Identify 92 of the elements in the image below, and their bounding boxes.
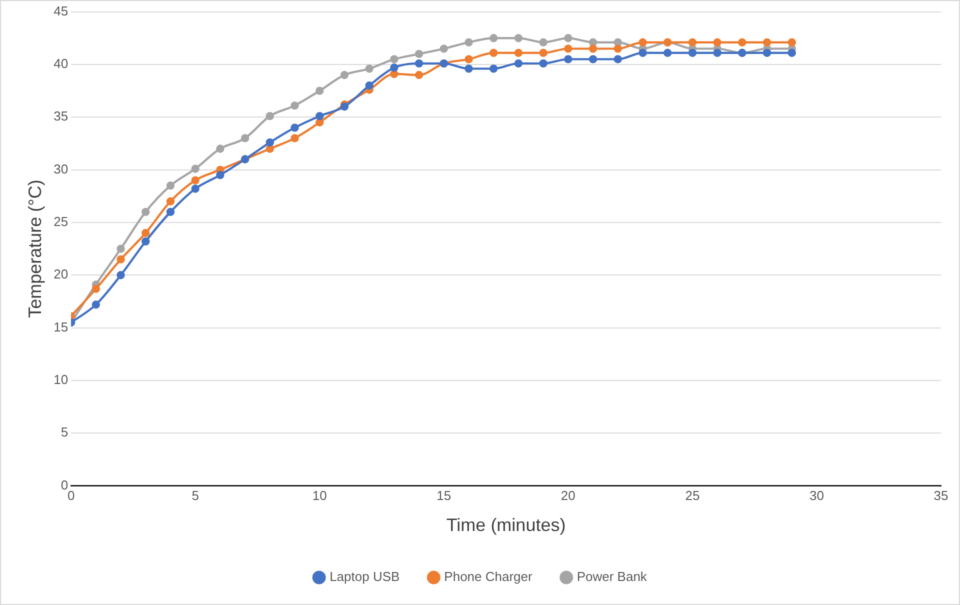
point bbox=[92, 284, 100, 293]
point bbox=[713, 48, 722, 57]
point bbox=[414, 70, 424, 80]
point bbox=[788, 38, 796, 46]
legend-label: Phone Charger bbox=[444, 569, 534, 584]
y-tick-label: 10 bbox=[54, 372, 68, 388]
point bbox=[365, 64, 374, 73]
point bbox=[340, 102, 349, 111]
point bbox=[142, 228, 150, 238]
point bbox=[116, 255, 125, 264]
point bbox=[414, 50, 424, 58]
point bbox=[614, 44, 622, 53]
x-tick-label: 10 bbox=[312, 488, 327, 504]
point bbox=[588, 55, 598, 64]
point bbox=[688, 48, 697, 57]
point bbox=[290, 134, 299, 142]
point bbox=[564, 55, 572, 64]
point bbox=[588, 44, 598, 53]
point bbox=[142, 237, 150, 246]
point bbox=[166, 182, 175, 190]
point bbox=[390, 55, 398, 64]
point bbox=[564, 34, 572, 42]
point bbox=[514, 34, 523, 42]
point bbox=[588, 38, 598, 46]
y-tick-label: 20 bbox=[54, 266, 68, 282]
point bbox=[316, 118, 324, 126]
point bbox=[490, 64, 498, 73]
x-tick-label: 15 bbox=[436, 488, 452, 504]
point bbox=[464, 55, 473, 64]
point bbox=[116, 244, 125, 253]
point bbox=[614, 55, 622, 64]
point bbox=[539, 48, 548, 57]
point bbox=[663, 48, 672, 57]
point bbox=[266, 112, 274, 120]
point bbox=[713, 38, 722, 46]
x-tick-label: 35 bbox=[934, 488, 948, 504]
point bbox=[688, 38, 697, 46]
x-axis-title: Time (minutes) bbox=[446, 515, 566, 536]
point bbox=[414, 59, 424, 68]
point bbox=[490, 48, 498, 57]
y-tick-label: 35 bbox=[54, 108, 68, 124]
point bbox=[738, 38, 746, 46]
point bbox=[216, 144, 224, 153]
x-tick-label: 30 bbox=[809, 488, 824, 504]
point bbox=[365, 81, 374, 90]
y-tick-label: 5 bbox=[60, 424, 68, 440]
x-tick-label: 25 bbox=[685, 488, 700, 504]
point bbox=[266, 144, 274, 153]
point bbox=[464, 64, 473, 73]
y-tick-label: 40 bbox=[54, 56, 68, 72]
point bbox=[514, 48, 523, 57]
point bbox=[316, 112, 324, 120]
point bbox=[539, 59, 548, 68]
point bbox=[266, 138, 274, 147]
point bbox=[166, 208, 175, 216]
point bbox=[539, 38, 548, 46]
y-axis-title: Temperature (°C) bbox=[24, 180, 45, 318]
point bbox=[92, 300, 100, 309]
point bbox=[638, 38, 647, 46]
point bbox=[240, 134, 250, 142]
point bbox=[638, 48, 647, 57]
point bbox=[191, 184, 200, 193]
y-tick-label: 15 bbox=[54, 319, 68, 334]
y-tick-label: 30 bbox=[54, 161, 68, 176]
point bbox=[440, 44, 448, 53]
point bbox=[191, 164, 200, 173]
point bbox=[564, 44, 572, 53]
point bbox=[762, 48, 772, 57]
x-tick-label: 20 bbox=[560, 488, 576, 504]
point bbox=[216, 170, 224, 180]
point bbox=[788, 48, 796, 57]
legend-label: Power Bank bbox=[576, 569, 648, 584]
point bbox=[514, 59, 523, 68]
y-tick-label: 45 bbox=[54, 3, 68, 18]
point bbox=[490, 34, 498, 42]
point bbox=[390, 70, 398, 78]
point bbox=[290, 124, 299, 132]
x-tick-label: 5 bbox=[192, 488, 199, 504]
point bbox=[290, 101, 299, 110]
point bbox=[340, 70, 349, 80]
point bbox=[191, 176, 200, 184]
legend-label: Laptop USB bbox=[330, 569, 400, 584]
point bbox=[166, 197, 175, 206]
point bbox=[762, 38, 772, 46]
point bbox=[390, 64, 398, 72]
point bbox=[142, 208, 150, 216]
point bbox=[464, 38, 473, 46]
y-tick-label: 0 bbox=[60, 477, 68, 492]
y-tick-label: 25 bbox=[54, 214, 68, 230]
point bbox=[614, 38, 622, 46]
point bbox=[316, 86, 324, 95]
point bbox=[116, 271, 125, 280]
